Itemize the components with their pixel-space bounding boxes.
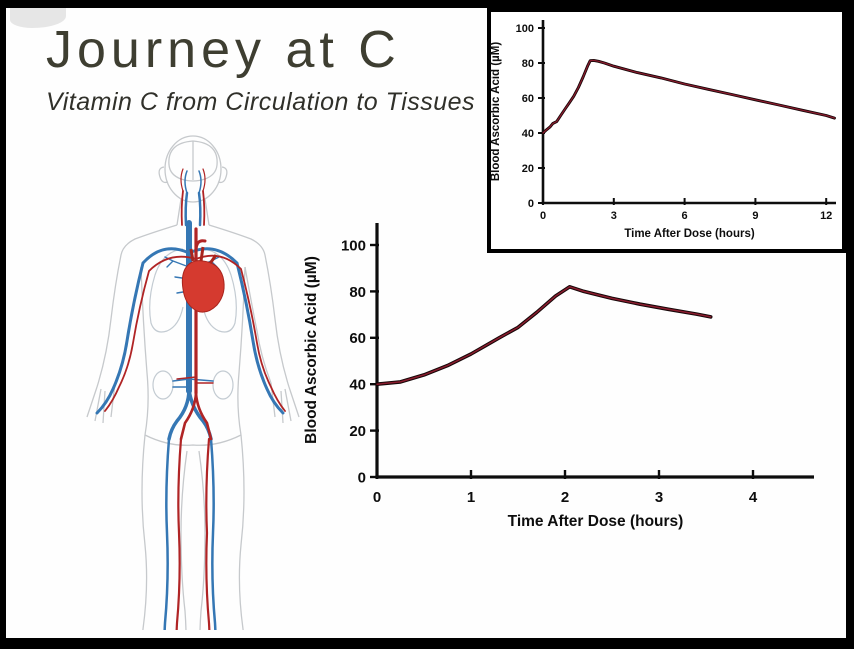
svg-text:Blood Ascorbic Acid (µM): Blood Ascorbic Acid (µM) <box>490 42 502 181</box>
svg-text:100: 100 <box>341 237 366 254</box>
svg-text:6: 6 <box>682 210 688 222</box>
svg-text:Time After Dose (hours): Time After Dose (hours) <box>624 228 755 240</box>
arteries <box>104 168 286 630</box>
svg-text:0: 0 <box>373 489 381 506</box>
svg-text:20: 20 <box>522 163 534 175</box>
svg-text:2: 2 <box>561 489 569 506</box>
heart-illustration <box>181 246 225 313</box>
svg-text:0: 0 <box>540 210 546 222</box>
svg-text:3: 3 <box>655 489 663 506</box>
corner-smudge <box>10 8 66 28</box>
svg-text:Blood Ascorbic Acid (µM): Blood Ascorbic Acid (µM) <box>303 256 320 444</box>
slide-title: Journey at C <box>46 21 401 79</box>
svg-text:80: 80 <box>349 284 366 301</box>
circulatory-system-illustration <box>86 135 300 630</box>
svg-text:20: 20 <box>349 423 366 440</box>
svg-text:12: 12 <box>820 210 832 222</box>
svg-text:3: 3 <box>611 210 617 222</box>
veins <box>95 170 285 630</box>
svg-text:Time After Dose (hours): Time After Dose (hours) <box>508 513 684 530</box>
svg-text:0: 0 <box>528 198 534 210</box>
brain-outline <box>168 140 218 182</box>
slide-subtitle: Vitamin C from Circulation to Tissues <box>46 88 476 116</box>
svg-text:4: 4 <box>749 489 758 506</box>
slide: Journey at C Vitamin C from Circulation … <box>6 8 846 638</box>
svg-text:60: 60 <box>349 330 366 347</box>
svg-text:40: 40 <box>349 377 366 394</box>
svg-text:100: 100 <box>516 23 534 35</box>
svg-text:0: 0 <box>358 469 366 486</box>
svg-text:9: 9 <box>752 210 758 222</box>
svg-text:60: 60 <box>522 93 534 105</box>
inset-blood-ascorbic-acid-chart: 0 3 6 9 12 0 20 40 60 80 100 Time After Dose (hours… <box>487 8 846 253</box>
svg-text:80: 80 <box>522 58 534 70</box>
kidneys-outline <box>152 370 234 400</box>
body-outline <box>86 135 300 630</box>
svg-text:40: 40 <box>522 128 534 140</box>
svg-text:1: 1 <box>467 489 475 506</box>
